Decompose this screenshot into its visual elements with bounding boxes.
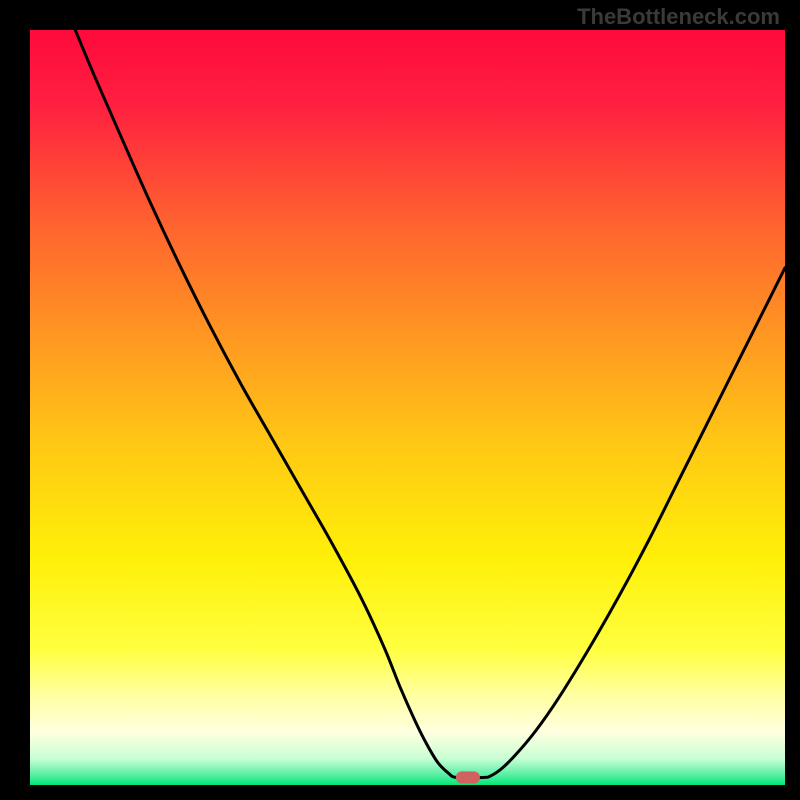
watermark-text: TheBottleneck.com (577, 4, 780, 30)
optimal-marker (456, 771, 480, 783)
chart-background (30, 30, 785, 785)
chart-svg (30, 30, 785, 785)
bottleneck-chart (30, 30, 785, 785)
